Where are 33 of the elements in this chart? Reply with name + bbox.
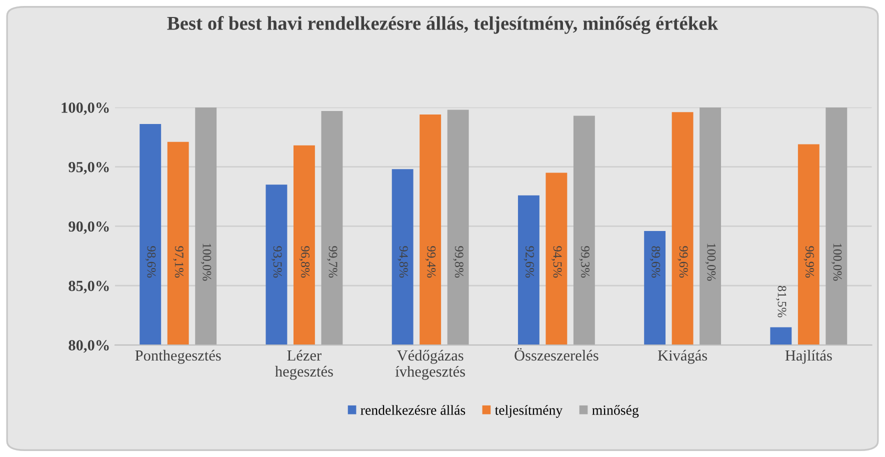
y-tick-label: 100,0% (62, 102, 109, 116)
data-label: 94,5% (552, 246, 562, 278)
data-label: 94,8% (398, 246, 408, 278)
data-label: 100,0% (705, 244, 716, 281)
x-tick-label: Összeszerelés (514, 348, 598, 361)
chart-title: Best of best havi rendelkezésre állás, teljesítmény, minőség értékek (167, 16, 718, 34)
data-label: 99,6% (678, 246, 688, 278)
data-label: 96,8% (299, 246, 310, 278)
data-label: 89,6% (650, 246, 660, 278)
x-tick-label: Védőgázas ívhegesztés (395, 350, 465, 380)
x-tick-label: Hajlítás (785, 350, 832, 364)
data-label: 100,0% (831, 244, 842, 281)
data-label: 99,8% (453, 246, 464, 278)
y-tick-label: 95,0% (68, 162, 109, 174)
data-label: 99,7% (327, 246, 338, 278)
y-tick-label: 80,0% (68, 340, 109, 353)
x-tick-label: Lézer hegesztés (275, 350, 333, 380)
data-label: 100,0% (200, 244, 212, 281)
data-label: 81,5% (776, 286, 786, 318)
data-label: 99,4% (425, 246, 436, 278)
data-label: 92,6% (524, 246, 534, 278)
data-label: 97,1% (173, 246, 184, 278)
y-tick-label: 85,0% (68, 280, 109, 294)
data-label: 96,9% (804, 246, 814, 278)
data-label: 98,6% (145, 246, 156, 278)
data-label: 93,5% (272, 246, 282, 278)
legend-label: teljesítmény (494, 405, 563, 418)
y-tick-label: 90,0% (68, 221, 109, 234)
x-tick-label: Ponthegesztés (135, 350, 221, 364)
data-label: 99,3% (579, 246, 590, 278)
legend-label: minőség (592, 405, 639, 418)
x-tick-label: Kivágás (658, 350, 708, 364)
legend-label: rendelkezésre állás (360, 405, 466, 415)
